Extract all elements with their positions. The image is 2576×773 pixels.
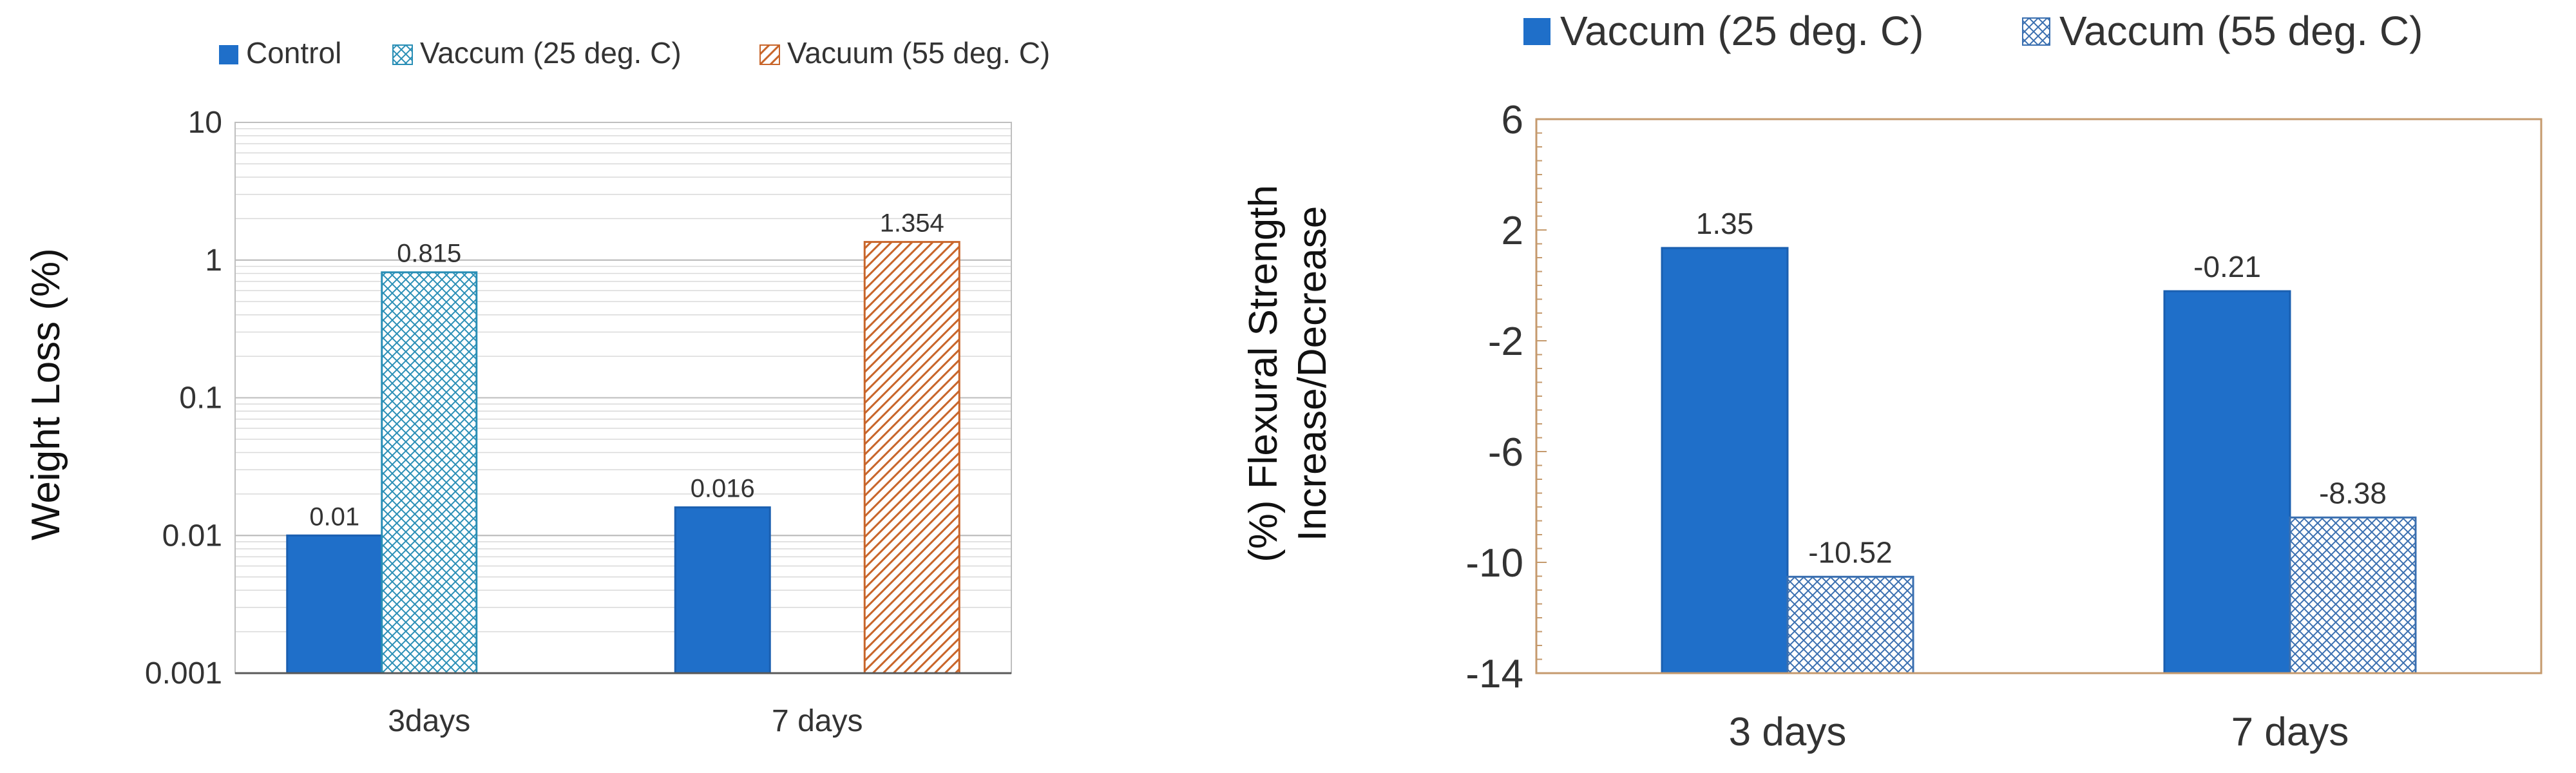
chart1-axes: 0.001 0.01 0.1 1 10 3days 7 days	[145, 106, 1012, 738]
y-tick-label: 0.001	[145, 656, 222, 691]
y-tick-label: -2	[1488, 320, 1523, 364]
x-tick-label: 7 days	[772, 704, 863, 738]
chart2-legend: Vaccum (25 deg. C) Vaccum (55 deg. C)	[1523, 8, 2423, 54]
bar	[2289, 516, 2417, 674]
legend-label-vaccum-25: Vaccum (25 deg. C)	[420, 36, 682, 70]
data-label: 1.35	[1696, 207, 1754, 240]
chart1-y-axis-label: Weight Loss (%)	[24, 248, 68, 540]
y-tick-label: 2	[1502, 209, 1523, 253]
bar	[1786, 575, 1914, 674]
legend-label-vaccum-55: Vaccum (55 deg. C)	[2059, 8, 2423, 54]
legend-swatch-vacuum-55	[759, 44, 780, 65]
x-tick-label: 3 days	[1729, 710, 1847, 754]
legend-label-control: Control	[246, 36, 341, 70]
legend-swatch-vaccum-25	[392, 44, 413, 65]
data-label: -0.21	[2193, 250, 2261, 283]
legend-label-vacuum-55: Vacuum (55 deg. C)	[787, 36, 1050, 70]
x-tick-label: 3days	[388, 704, 470, 738]
chart1-legend: Control Vaccum (25 deg. C) Vacuum (55 de…	[219, 36, 1050, 70]
legend-label-vaccum-25: Vaccum (25 deg. C)	[1560, 8, 1923, 54]
chart1-bars: 0.01 0.815 0.016 1.354	[286, 209, 960, 674]
y-tick-label: 6	[1502, 98, 1523, 142]
y-tick-label: 0.1	[179, 381, 222, 415]
bar	[1661, 247, 1789, 674]
bar	[674, 506, 771, 674]
y-tick-label: -10	[1465, 541, 1523, 586]
data-label: -8.38	[2319, 476, 2387, 510]
bar	[381, 271, 478, 674]
y-tick-label: -14	[1465, 652, 1523, 696]
chart2-y-axis-label-line1: (%) Flexural Strength	[1241, 185, 1286, 562]
legend-swatch-control	[219, 45, 238, 64]
data-label: -10.52	[1808, 535, 1892, 569]
y-tick-label: 0.01	[162, 519, 222, 553]
legend-swatch-vaccum-25	[1523, 18, 1550, 45]
bar	[863, 241, 960, 674]
x-tick-label: 7 days	[2231, 710, 2349, 754]
bar	[2163, 290, 2291, 674]
data-label: 0.01	[309, 502, 359, 531]
y-tick-label: -6	[1488, 430, 1523, 475]
bar	[286, 534, 383, 674]
data-label: 0.016	[691, 475, 755, 503]
data-label: 1.354	[880, 209, 944, 238]
flexural-strength-chart: Vaccum (25 deg. C) Vaccum (55 deg. C) 1.…	[1241, 8, 2543, 754]
chart2-bars: 1.35 -10.52 -0.21 -8.38	[1661, 207, 2417, 674]
y-tick-label: 10	[188, 106, 222, 140]
chart2-y-axis-label: (%) Flexural Strength Increase/Decrease	[1241, 185, 1335, 562]
y-tick-label: 1	[205, 243, 222, 278]
chart2-y-axis-label-line2: Increase/Decrease	[1290, 206, 1335, 541]
weight-loss-chart: Control Vaccum (25 deg. C) Vacuum (55 de…	[24, 36, 1050, 738]
legend-swatch-vaccum-55	[2022, 17, 2050, 46]
data-label: 0.815	[397, 240, 461, 268]
chart2-axes: 6 2 -2 -6 -10 -14 3 days 7 days	[1465, 98, 2543, 754]
